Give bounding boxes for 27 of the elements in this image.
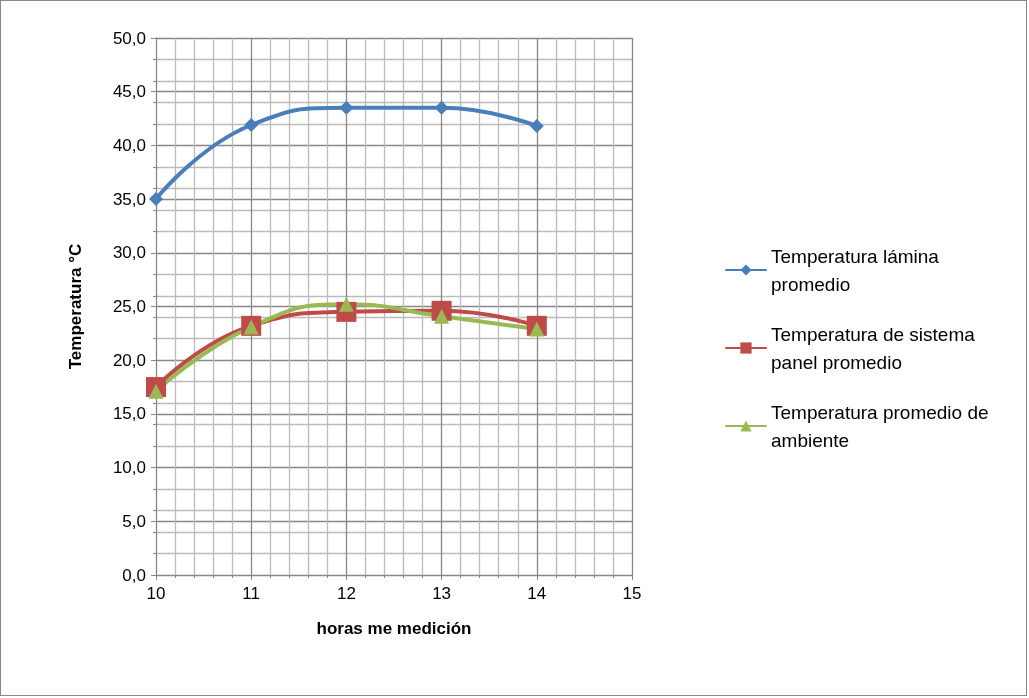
x-tick-label: 11 [242, 584, 261, 603]
y-tick-label: 0,0 [122, 565, 146, 585]
x-tick-label: 14 [527, 584, 547, 603]
y-tick-label: 10,0 [112, 458, 146, 478]
x-tick-label: 12 [336, 584, 356, 603]
legend-label: Temperatura lámina promedio [771, 245, 945, 295]
legend-label: Temperatura promedio de ambiente [771, 401, 994, 451]
point [529, 119, 544, 134]
point [339, 100, 354, 115]
y-tick-label: 25,0 [112, 297, 146, 316]
y-tick-label: 5,0 [122, 511, 146, 531]
y-tick-label: 35,0 [112, 189, 146, 209]
point [244, 117, 259, 132]
x-axis-title: horas me medición [316, 619, 472, 638]
y-axis-title: Temperatura °C [66, 243, 85, 370]
y-tick-label: 50,0 [112, 28, 146, 48]
x-tick-label: 13 [432, 584, 452, 603]
legend-label: Temperatura de sistema panel promedio [771, 323, 981, 373]
y-tick-label: 30,0 [112, 243, 146, 263]
x-tick-label: 10 [146, 584, 166, 603]
y-tick-label: 15,0 [112, 404, 146, 424]
y-tick-label: 45,0 [112, 82, 146, 102]
point [434, 100, 449, 115]
y-tick-label: 40,0 [112, 135, 146, 155]
point [149, 192, 163, 207]
y-tick-label: 20,0 [112, 350, 146, 370]
x-tick-label: 15 [622, 584, 642, 603]
